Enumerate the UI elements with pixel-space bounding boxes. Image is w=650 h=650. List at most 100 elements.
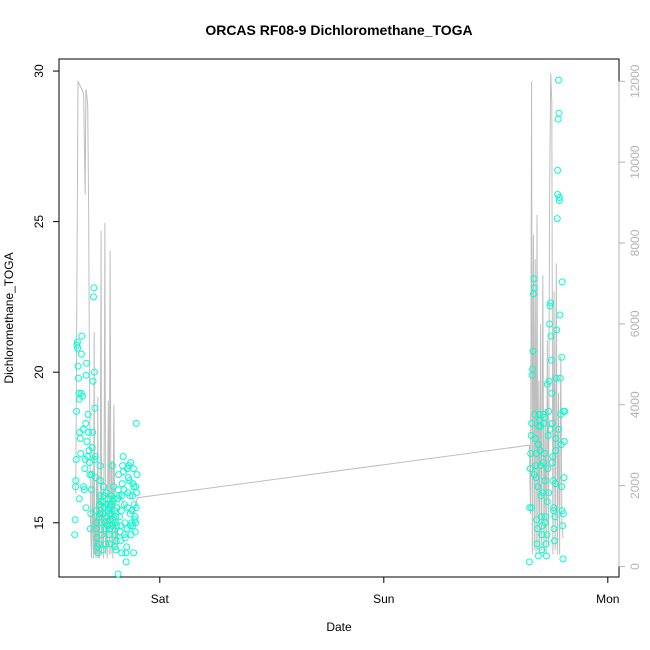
y-axis-label: Dichloromethane_TOGA — [2, 252, 16, 383]
data-point — [133, 489, 140, 497]
data-point — [82, 504, 90, 512]
data-point — [546, 425, 554, 433]
data-point — [73, 407, 80, 415]
data-point — [551, 513, 559, 521]
data-point — [97, 477, 105, 485]
data-point — [111, 543, 119, 551]
data-point — [543, 531, 551, 539]
data-point — [122, 558, 130, 566]
data-point — [559, 555, 567, 563]
data-point — [89, 377, 97, 385]
data-point — [541, 450, 549, 457]
data-point — [532, 462, 540, 470]
data-point — [541, 477, 549, 485]
data-point — [529, 365, 536, 373]
data-point — [72, 456, 80, 463]
data-point — [91, 456, 99, 463]
data-point — [98, 519, 106, 527]
data-point — [527, 450, 535, 457]
data-point — [553, 326, 561, 334]
x-tick-label: Mon — [596, 592, 619, 606]
data-point — [531, 435, 539, 442]
data-point — [111, 513, 119, 521]
data-point — [115, 492, 123, 500]
series-line-layer — [75, 73, 564, 559]
data-point — [529, 347, 537, 355]
data-point — [525, 558, 533, 566]
data-point — [99, 546, 106, 554]
data-point — [539, 410, 547, 418]
data-point — [84, 410, 92, 418]
data-point — [86, 459, 93, 467]
data-point — [118, 480, 126, 488]
data-point — [120, 531, 128, 539]
data-point — [556, 374, 564, 382]
data-point — [552, 447, 560, 454]
y-axis-right: 0 2000 4000 6000 8000 10000 12000 — [618, 64, 642, 570]
data-point — [539, 459, 547, 467]
data-point — [120, 486, 128, 494]
data-point — [133, 471, 141, 479]
data-point — [121, 519, 129, 527]
data-point — [117, 507, 125, 515]
data-point — [127, 459, 135, 467]
data-point — [548, 419, 556, 427]
data-point — [117, 522, 125, 530]
data-point — [98, 531, 106, 539]
data-point — [551, 480, 559, 488]
data-point — [87, 510, 95, 518]
data-point — [115, 471, 123, 479]
data-point — [547, 332, 555, 340]
data-point — [547, 356, 555, 364]
data-point — [538, 531, 546, 539]
data-point — [530, 284, 538, 292]
data-point — [559, 510, 567, 518]
data-point — [82, 419, 90, 427]
data-point — [90, 368, 98, 376]
data-point — [72, 477, 80, 485]
data-point — [542, 540, 550, 548]
data-point — [89, 428, 97, 436]
data-point — [531, 410, 539, 418]
data-point — [542, 552, 550, 560]
data-point — [558, 353, 566, 361]
data-point — [555, 109, 563, 117]
data-point — [534, 525, 541, 533]
data-point — [106, 540, 114, 548]
data-point — [75, 374, 82, 382]
data-point — [74, 362, 82, 370]
data-point — [127, 522, 135, 530]
data-point — [526, 465, 534, 473]
data-point — [93, 525, 101, 533]
data-point — [541, 519, 549, 527]
data-point — [552, 374, 560, 382]
series-points-layer — [71, 76, 569, 578]
data-point — [558, 278, 566, 286]
data-point — [533, 540, 541, 548]
x-axis: Sat Sun Mon — [151, 576, 619, 606]
y2-tick-label: 8000 — [628, 229, 642, 256]
data-point — [537, 422, 545, 430]
data-point — [126, 492, 134, 500]
data-point — [121, 534, 129, 542]
y2-tick-label: 2000 — [628, 472, 642, 499]
data-point — [543, 498, 551, 506]
data-point — [530, 275, 538, 283]
data-point — [534, 552, 542, 560]
data-point — [533, 516, 541, 524]
data-point — [113, 522, 121, 530]
data-point — [538, 546, 546, 554]
data-point — [554, 115, 562, 123]
data-point — [71, 516, 79, 524]
y2-tick-label: 0 — [628, 563, 642, 570]
data-point — [92, 474, 100, 482]
data-point — [123, 465, 131, 473]
data-point — [118, 549, 126, 557]
data-point — [540, 413, 548, 421]
y-tick-label: 30 — [32, 64, 46, 78]
data-point — [118, 492, 126, 500]
data-point — [90, 293, 97, 301]
data-point — [558, 483, 566, 491]
data-point — [548, 389, 556, 397]
data-point — [550, 525, 558, 533]
